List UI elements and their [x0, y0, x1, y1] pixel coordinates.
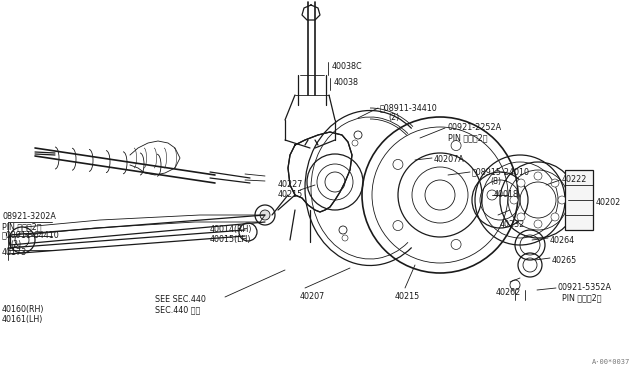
Circle shape — [558, 196, 566, 204]
Circle shape — [517, 179, 525, 187]
Text: 40038: 40038 — [334, 78, 359, 87]
Circle shape — [534, 172, 542, 180]
Text: 40173: 40173 — [2, 248, 27, 257]
Text: (2): (2) — [10, 240, 21, 249]
Circle shape — [354, 131, 362, 139]
Text: 40014(RH): 40014(RH) — [210, 225, 253, 234]
Text: 40265: 40265 — [552, 256, 577, 265]
Text: A·00*0037: A·00*0037 — [592, 359, 630, 365]
Text: 40161(LH): 40161(LH) — [2, 315, 44, 324]
Text: PIN ピン（2）: PIN ピン（2） — [448, 133, 488, 142]
Text: SEC.440 参照: SEC.440 参照 — [155, 305, 200, 314]
Text: 40160(RH): 40160(RH) — [2, 305, 45, 314]
Text: 40227: 40227 — [278, 180, 303, 189]
Circle shape — [510, 196, 518, 204]
Circle shape — [517, 213, 525, 221]
Text: 40264: 40264 — [550, 236, 575, 245]
Polygon shape — [288, 132, 352, 212]
FancyBboxPatch shape — [565, 170, 593, 230]
Text: 40215: 40215 — [278, 190, 303, 199]
Text: 40015(LH): 40015(LH) — [210, 235, 252, 244]
Text: SEE SEC.440: SEE SEC.440 — [155, 295, 206, 304]
Text: 00921-2252A: 00921-2252A — [448, 123, 502, 132]
Text: PIN ピン（2）: PIN ピン（2） — [562, 293, 602, 302]
Text: 40018: 40018 — [494, 190, 519, 199]
Text: 40202: 40202 — [596, 198, 621, 207]
Text: 08921-3202A: 08921-3202A — [2, 212, 56, 221]
Circle shape — [551, 179, 559, 187]
Text: PIN ピン（2）: PIN ピン（2） — [2, 222, 42, 231]
Circle shape — [551, 213, 559, 221]
Text: 40262: 40262 — [496, 288, 521, 297]
Text: ⓝ08911-64410: ⓝ08911-64410 — [2, 230, 60, 239]
Text: (8): (8) — [490, 177, 501, 186]
Text: 40207: 40207 — [300, 292, 325, 301]
Circle shape — [534, 220, 542, 228]
Circle shape — [260, 210, 270, 220]
Text: 40232: 40232 — [500, 220, 525, 229]
Text: 40222: 40222 — [562, 175, 588, 184]
Text: 00921-5352A: 00921-5352A — [558, 283, 612, 292]
Text: 40207A: 40207A — [434, 155, 465, 164]
Text: ⓜ08915-24010: ⓜ08915-24010 — [472, 167, 530, 176]
Text: 40038C: 40038C — [332, 62, 363, 71]
Text: (2): (2) — [388, 113, 399, 122]
Text: 40215: 40215 — [395, 292, 420, 301]
Circle shape — [339, 226, 347, 234]
Text: ⓝ08911-34410: ⓝ08911-34410 — [380, 103, 438, 112]
